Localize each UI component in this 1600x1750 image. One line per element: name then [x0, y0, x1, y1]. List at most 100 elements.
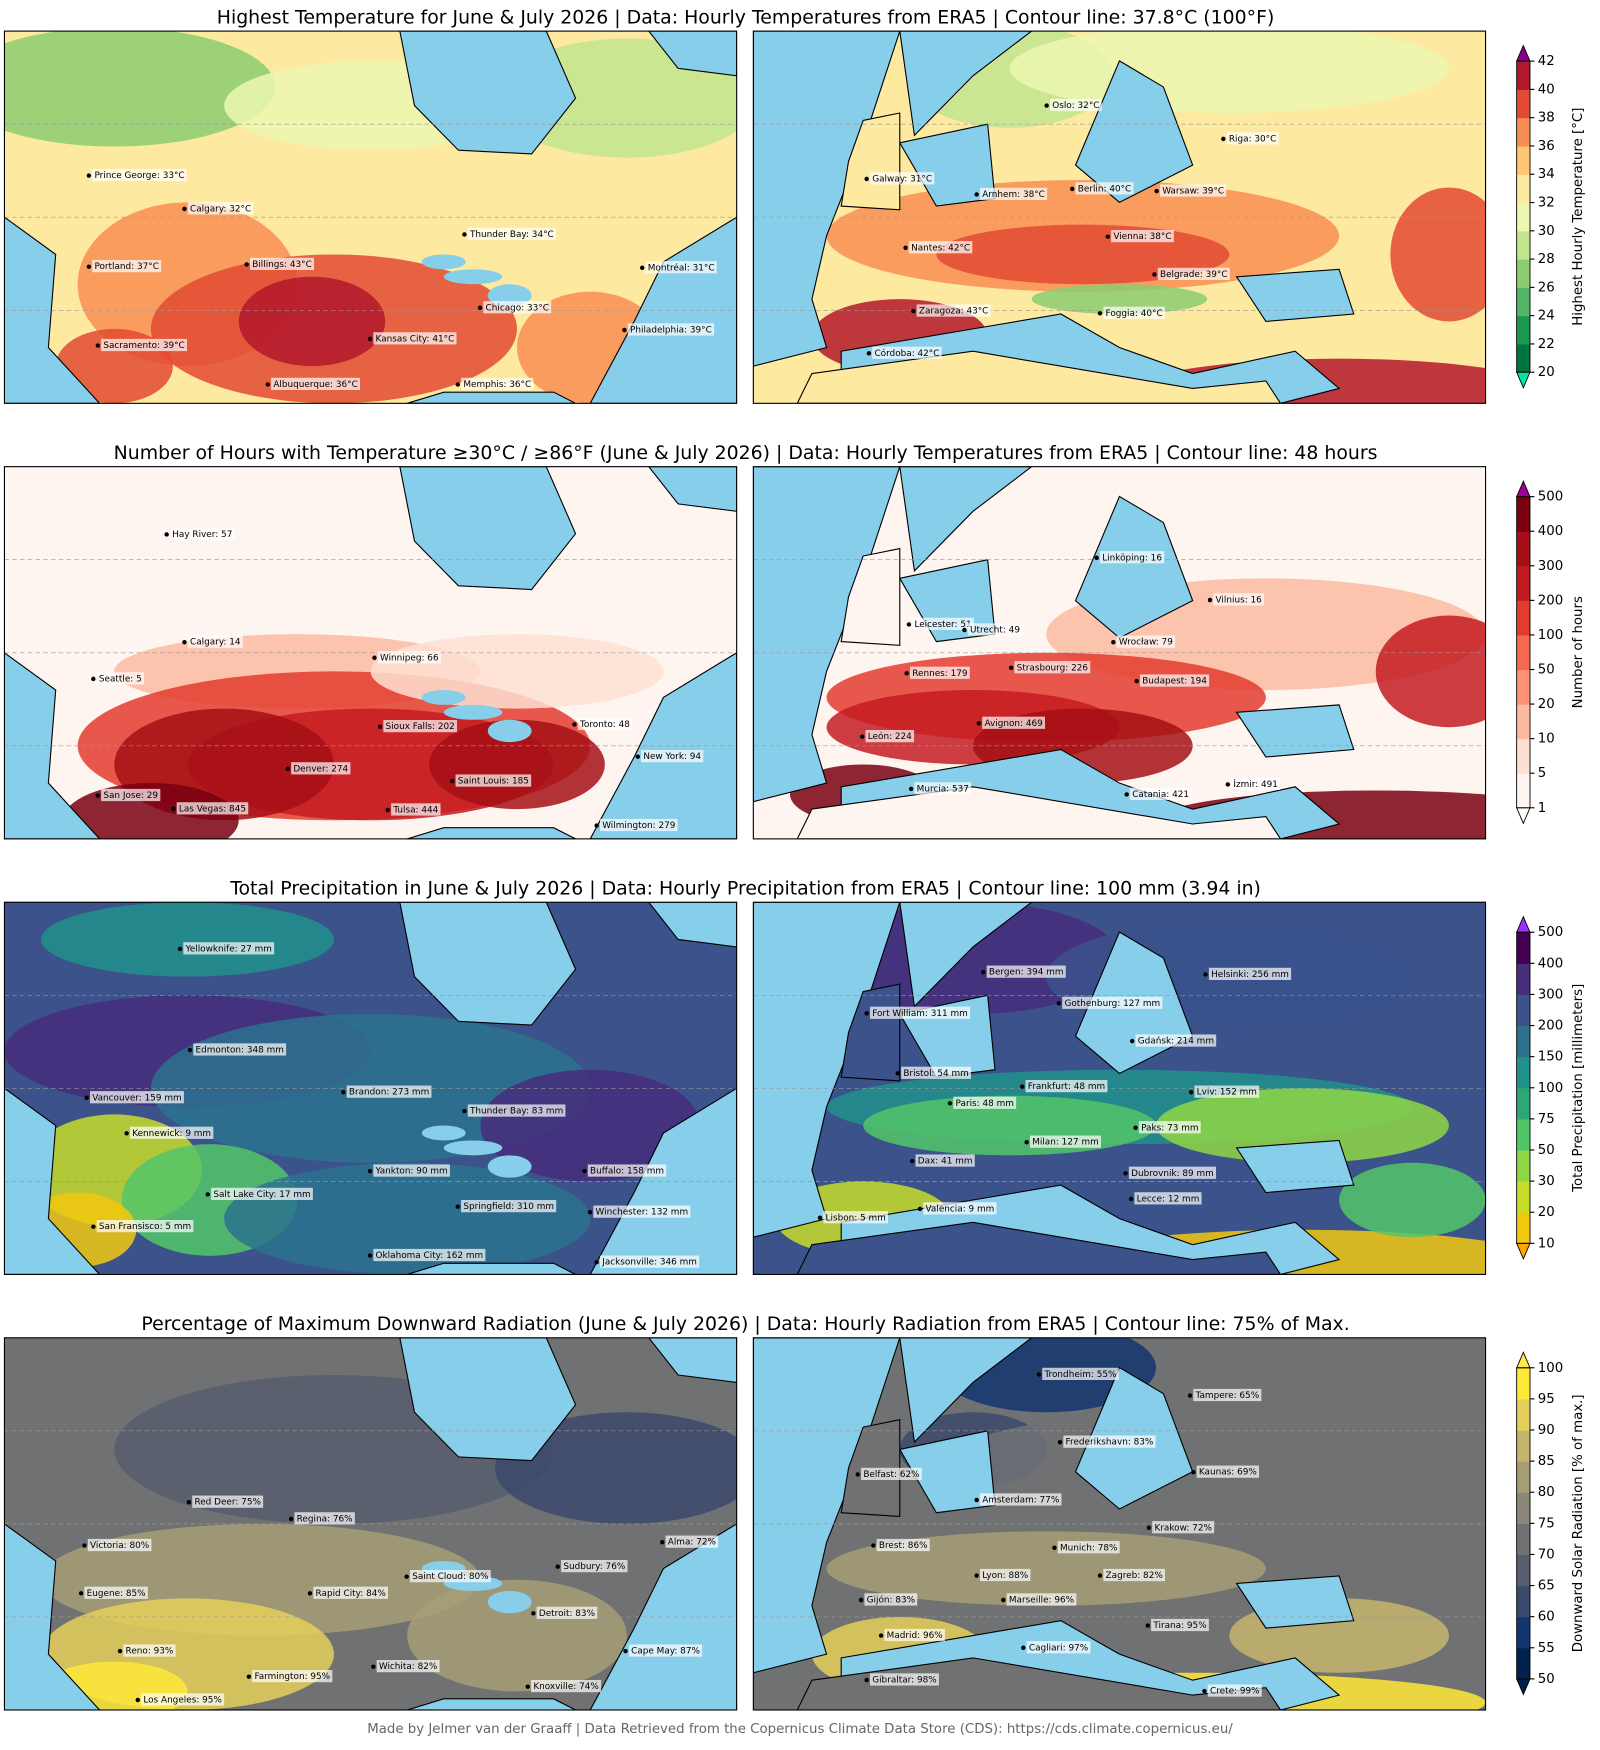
city-label: Springfield: 310 mm	[463, 1202, 554, 1212]
field-blob	[826, 1531, 1266, 1606]
city-dot	[1021, 1645, 1026, 1650]
ocean	[399, 31, 577, 155]
ocean	[407, 1698, 576, 1710]
city-dot	[906, 622, 912, 627]
colorbar-segment	[1516, 145, 1530, 175]
colorbar-segment	[1516, 287, 1530, 317]
colorbar-segment	[1516, 1181, 1530, 1213]
city-dot	[531, 1611, 536, 1616]
colorbar-segment	[1516, 61, 1530, 90]
city-dot	[341, 1090, 346, 1095]
city-label-bg	[531, 1680, 602, 1693]
city-dot	[117, 1648, 123, 1654]
colorbar-segment	[1516, 1212, 1530, 1244]
lake	[487, 719, 532, 743]
city-label: Regina: 76%	[297, 1514, 353, 1524]
field-blob	[1156, 1088, 1449, 1163]
city-dot	[1187, 1393, 1193, 1398]
city-label: Oklahoma City: 162 mm	[376, 1251, 484, 1261]
city-dot	[858, 1597, 864, 1603]
city-label-bg	[864, 1593, 918, 1606]
city-label: Krakow: 72%	[1154, 1523, 1211, 1533]
city-label: Gothenburg: 127 mm	[1064, 999, 1160, 1009]
city-label: Bristol: 54 mm	[903, 1069, 968, 1079]
city-dot	[981, 970, 986, 975]
ocean	[1235, 1139, 1355, 1194]
city-label: Galway: 31°C	[872, 174, 932, 184]
colorbar-extend-under	[1515, 371, 1531, 389]
city-dot	[84, 1095, 89, 1100]
map-frame	[752, 466, 1487, 840]
colorbar-tick-label: 200	[1538, 1019, 1563, 1034]
colorbar-tick-label: 10	[1538, 1236, 1555, 1251]
city-label: Sioux Falls: 202	[386, 722, 455, 732]
city-label: Leicester: 51	[914, 620, 971, 630]
city-dot	[582, 1168, 587, 1174]
city-label-bg	[1193, 1388, 1262, 1402]
ocean	[4, 652, 101, 839]
city-dot	[307, 1591, 313, 1596]
city-label-bg	[1208, 967, 1292, 980]
colorbar-tick-label: 42	[1538, 54, 1555, 69]
city-label-bg	[187, 635, 243, 648]
city-label-bg	[982, 716, 1046, 729]
city-dot	[555, 1564, 560, 1569]
city-label-bg	[980, 1493, 1062, 1506]
city-dot	[1123, 1171, 1128, 1176]
city-dot	[525, 1684, 530, 1689]
colorbar-tick-label: 50	[1538, 663, 1555, 678]
lake	[443, 269, 503, 285]
city-label-bg	[383, 720, 458, 733]
colorbar-tick-label: 200	[1538, 593, 1563, 608]
land-mass	[840, 112, 901, 211]
lake	[487, 284, 532, 307]
city-label-bg	[953, 1096, 1017, 1109]
city-label-bg	[455, 774, 532, 787]
colorbar-segment	[1516, 1150, 1530, 1182]
city-label-bg	[986, 965, 1066, 978]
city-label-bg	[577, 717, 633, 730]
colorbar-segment	[1516, 1430, 1530, 1462]
city-dot	[82, 1543, 87, 1548]
city-dot	[1052, 1545, 1057, 1550]
city-dot	[594, 1260, 599, 1265]
city-label-bg	[461, 1200, 557, 1213]
colorbar-tick-label: 400	[1538, 524, 1563, 539]
city-dot	[974, 1497, 979, 1503]
city-dot	[1036, 1372, 1042, 1377]
city-label: Calgary: 14	[190, 638, 241, 648]
city-label-bg	[628, 1644, 703, 1657]
city-label: Oslo: 32°C	[1052, 101, 1099, 111]
city-label-bg	[1050, 98, 1102, 112]
city-dot	[974, 1573, 979, 1578]
colorbar-tick-label: 38	[1538, 111, 1555, 126]
colorbar-segment	[1516, 738, 1530, 774]
city-label: Kansas City: 41°C	[376, 334, 455, 344]
field-blob	[1375, 615, 1486, 728]
city-label-bg	[1196, 1465, 1260, 1478]
city-label: Vienna: 38°C	[1113, 232, 1171, 242]
city-label-bg	[92, 168, 187, 182]
city-label-bg	[872, 346, 942, 359]
city-label-bg	[294, 1512, 355, 1525]
city-dot	[1154, 188, 1159, 194]
city-label: Gdańsk: 214 mm	[1138, 1037, 1214, 1047]
city-dot	[91, 676, 96, 682]
city-label: Belfast: 62%	[863, 1470, 919, 1480]
city-label: Salt Lake City: 17 mm	[213, 1190, 310, 1200]
city-label-bg	[96, 1220, 194, 1233]
city-label: Utrecht: 49	[970, 626, 1020, 636]
colorbar-tick-label: 10	[1538, 732, 1555, 747]
map-europe	[753, 1337, 1486, 1710]
city-label-bg	[1130, 787, 1192, 800]
city-label: Bergen: 394 mm	[989, 968, 1064, 978]
city-label: Lisbon: 5 mm	[826, 1213, 886, 1223]
colorbar-label: Total Precipitation [millimeters]	[1571, 984, 1586, 1193]
city-dot	[177, 946, 183, 952]
city-label-bg	[915, 1154, 975, 1167]
city-dot	[285, 766, 290, 772]
city-label: Zagreb: 82%	[1106, 1571, 1163, 1581]
city-label-bg	[483, 301, 552, 314]
city-label-bg	[1103, 306, 1165, 319]
city-label-bg	[1062, 996, 1163, 1009]
